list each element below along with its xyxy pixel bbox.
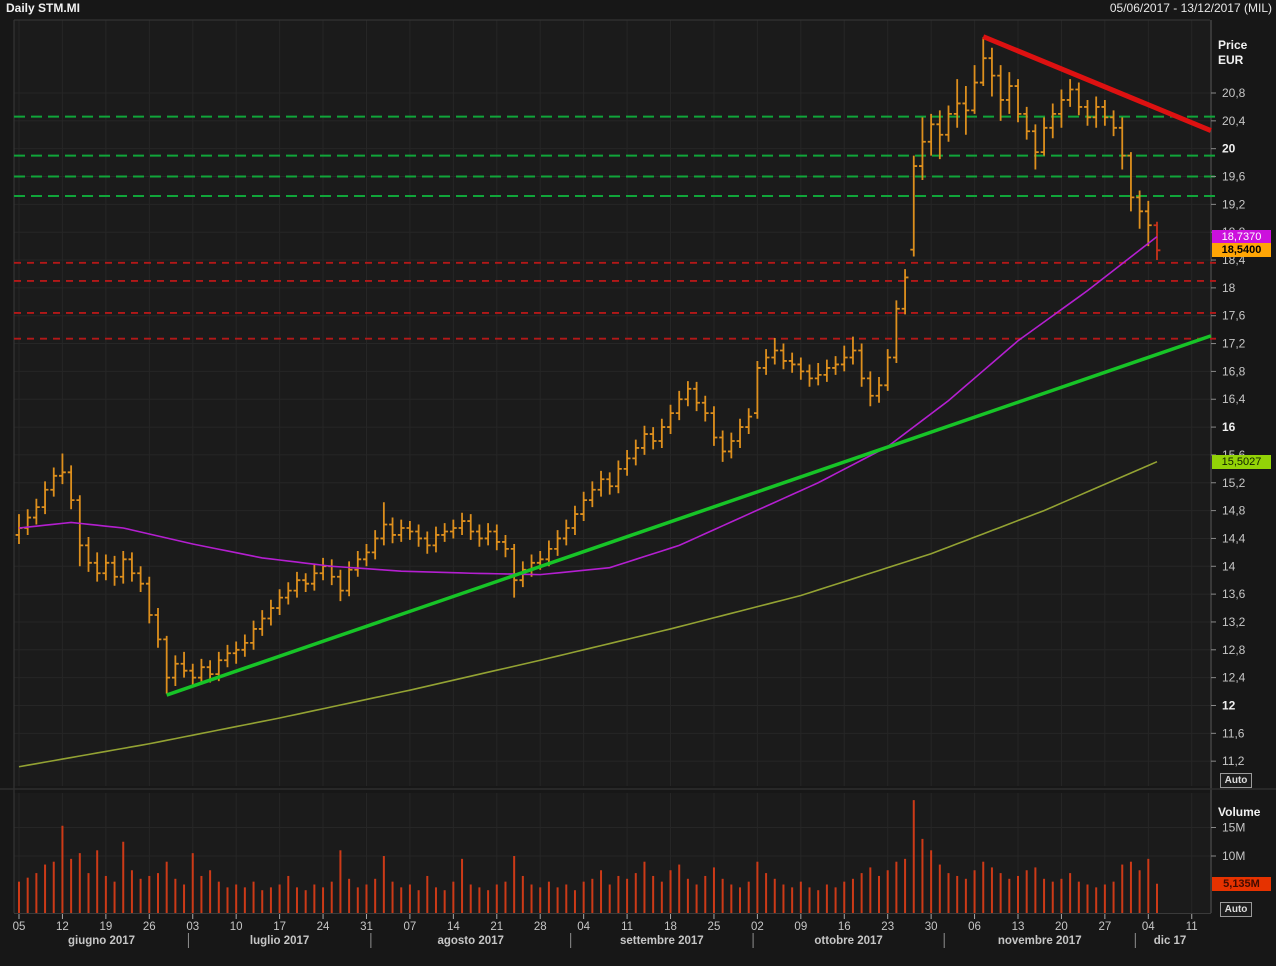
svg-text:30: 30 — [925, 921, 938, 933]
svg-text:settembre 2017: settembre 2017 — [620, 935, 704, 947]
svg-text:20,8: 20,8 — [1222, 86, 1246, 100]
last-volume-tag: 5,135M — [1212, 876, 1271, 891]
chart-title: Daily STM.MI — [6, 1, 81, 15]
svg-text:12,8: 12,8 — [1222, 643, 1246, 657]
svg-text:03: 03 — [186, 921, 199, 933]
svg-text:14: 14 — [447, 921, 460, 933]
svg-text:11: 11 — [1186, 921, 1198, 933]
svg-text:07: 07 — [404, 921, 417, 933]
svg-text:10: 10 — [230, 921, 243, 933]
svg-text:20: 20 — [1222, 142, 1236, 156]
svg-text:15,2: 15,2 — [1222, 476, 1246, 490]
svg-text:14,4: 14,4 — [1222, 531, 1246, 545]
svg-text:16: 16 — [1222, 420, 1236, 434]
svg-text:giugno 2017: giugno 2017 — [68, 935, 135, 947]
svg-text:12,4: 12,4 — [1222, 671, 1246, 685]
svg-text:ottobre 2017: ottobre 2017 — [814, 935, 882, 947]
volume-autoscale-button[interactable]: Auto — [1220, 902, 1252, 917]
svg-text:novembre 2017: novembre 2017 — [998, 935, 1082, 947]
svg-text:luglio 2017: luglio 2017 — [250, 935, 309, 947]
svg-text:09: 09 — [794, 921, 807, 933]
svg-text:17,2: 17,2 — [1222, 337, 1246, 351]
svg-text:05: 05 — [13, 921, 26, 933]
price-axis-header: Price EUR — [1218, 38, 1247, 68]
svg-text:21: 21 — [490, 921, 503, 933]
price-axis-header-line2: EUR — [1218, 53, 1244, 67]
svg-text:13,6: 13,6 — [1222, 587, 1246, 601]
svg-text:agosto 2017: agosto 2017 — [437, 935, 503, 947]
svg-text:10M: 10M — [1222, 849, 1245, 863]
svg-text:16,4: 16,4 — [1222, 392, 1246, 406]
svg-text:27: 27 — [1098, 921, 1111, 933]
date-range: 05/06/2017 - 13/12/2017 (MIL) — [1109, 1, 1272, 15]
svg-text:17,6: 17,6 — [1222, 309, 1246, 323]
svg-text:04: 04 — [1142, 921, 1155, 933]
svg-text:06: 06 — [968, 921, 981, 933]
svg-text:19,6: 19,6 — [1222, 170, 1246, 184]
svg-text:dic 17: dic 17 — [1154, 935, 1187, 947]
svg-text:24: 24 — [317, 921, 330, 933]
svg-text:11,2: 11,2 — [1222, 754, 1245, 768]
svg-text:13,2: 13,2 — [1222, 615, 1246, 629]
svg-text:16: 16 — [838, 921, 851, 933]
svg-text:12: 12 — [1222, 698, 1236, 712]
svg-text:02: 02 — [751, 921, 764, 933]
svg-text:15M: 15M — [1222, 821, 1245, 835]
svg-text:11,6: 11,6 — [1222, 726, 1245, 740]
ma-fast-price-tag: 18,7370 — [1212, 229, 1271, 244]
svg-text:28: 28 — [534, 921, 547, 933]
svg-text:17: 17 — [273, 921, 286, 933]
ma-slow-price-tag: 15,5027 — [1212, 454, 1271, 469]
svg-text:19: 19 — [99, 921, 112, 933]
svg-text:19,2: 19,2 — [1222, 197, 1246, 211]
price-autoscale-button[interactable]: Auto — [1220, 773, 1252, 788]
svg-text:14,8: 14,8 — [1222, 504, 1246, 518]
svg-text:25: 25 — [708, 921, 721, 933]
svg-text:20: 20 — [1055, 921, 1068, 933]
svg-text:20,4: 20,4 — [1222, 114, 1246, 128]
svg-text:26: 26 — [143, 921, 156, 933]
svg-text:12: 12 — [56, 921, 69, 933]
last-price-tag: 18,5400 — [1212, 243, 1271, 258]
price-axis-header-line1: Price — [1218, 38, 1248, 52]
svg-text:04: 04 — [577, 921, 590, 933]
svg-text:31: 31 — [360, 921, 373, 933]
svg-text:18: 18 — [664, 921, 677, 933]
svg-text:14: 14 — [1222, 559, 1236, 573]
svg-text:11: 11 — [621, 921, 633, 933]
svg-text:13: 13 — [1012, 921, 1025, 933]
volume-axis-header: Volume — [1218, 805, 1261, 819]
svg-text:16,8: 16,8 — [1222, 364, 1246, 378]
svg-text:18: 18 — [1222, 281, 1236, 295]
svg-text:23: 23 — [881, 921, 894, 933]
titlebar: Daily STM.MI 05/06/2017 - 13/12/2017 (MI… — [0, 0, 1276, 15]
